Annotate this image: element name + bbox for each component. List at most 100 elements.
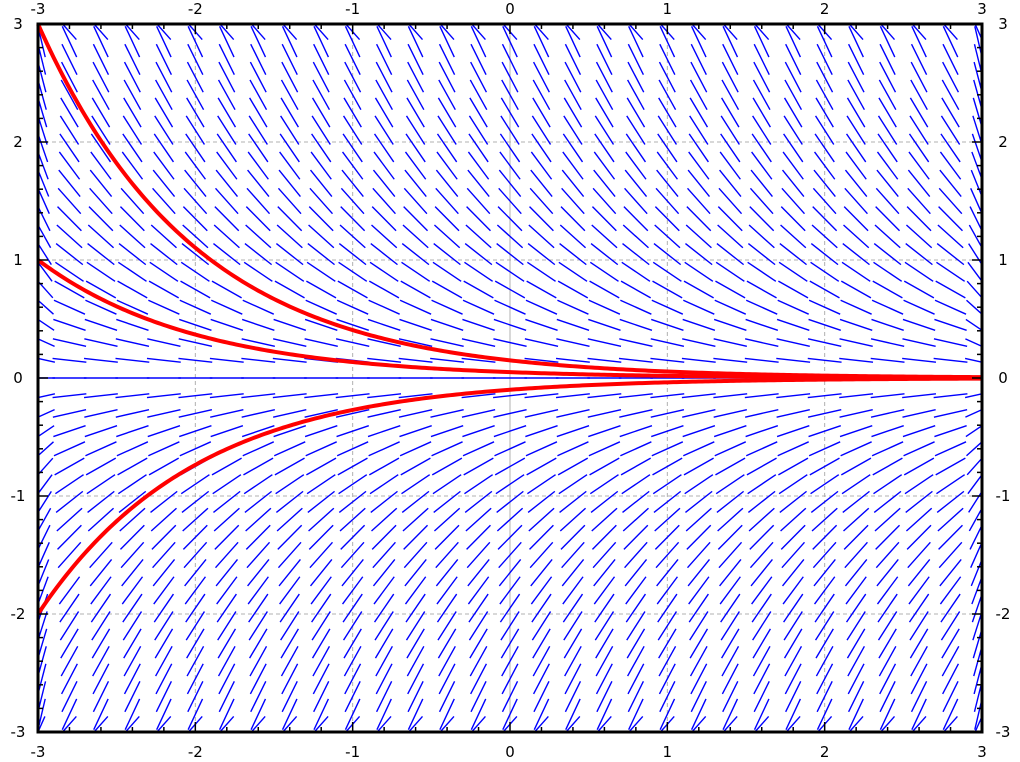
slope-segment [313,26,330,58]
slope-segment [433,224,461,249]
slope-segment [657,611,678,641]
slope-segment [718,541,743,569]
slope-segment [654,524,680,550]
slope-segment [116,425,149,438]
slope-segment [62,716,77,733]
slope-segment [89,541,113,569]
slope-segment [816,681,833,713]
slope-segment [942,61,960,93]
slope-segment [592,541,617,569]
slope-segment [462,299,495,315]
slope-segment [722,681,739,713]
slope-segment [124,23,140,40]
slope-segment [217,645,236,677]
slope-segment [343,628,362,659]
slope-segment [784,61,802,93]
slope-segment [751,133,772,163]
x-tick-label-top: 1 [663,0,673,18]
slope-segment [813,559,836,587]
slope-segment [281,26,298,58]
slope-segment [496,490,524,513]
slope-segment [815,97,834,128]
slope-segment [905,490,933,513]
slope-segment [683,299,715,315]
slope-segment [148,441,180,457]
slope-segment [155,43,173,75]
slope-segment [401,243,430,266]
slope-segment [55,490,84,513]
slope-segment [279,593,300,623]
slope-segment [178,357,213,363]
slope-segment [312,61,330,93]
slope-segment [309,187,334,215]
slope-segment [337,280,368,299]
slope-segment [967,261,983,282]
slope-segment [752,645,771,677]
slope-segment [816,698,833,730]
slope-segment [564,645,582,677]
slope-segment [620,280,652,299]
slope-segment [55,243,84,266]
slope-segment [91,628,111,659]
slope-segment [373,151,395,180]
slope-segment [274,457,305,476]
slope-segment [942,663,960,695]
slope-segment [751,151,773,180]
slope-segment [37,338,55,347]
slope-segment [531,593,552,623]
slope-segment [335,338,370,348]
slope-segment [54,457,85,476]
slope-segment [250,26,267,58]
slope-segment [596,698,613,730]
slope-segment [879,26,896,58]
slope-segment [814,133,835,163]
slope-segment [688,151,710,180]
slope-segment [461,338,496,348]
slope-segment [815,645,834,677]
slope-segment [438,79,456,111]
slope-segment [936,490,965,513]
slope-segment [591,524,617,550]
slope-segment [304,393,339,399]
slope-segment [373,576,395,605]
slope-segment [533,43,550,75]
slope-segment [147,338,181,348]
slope-segment [779,490,807,513]
slope-segment [307,490,335,513]
slope-segment [368,441,400,457]
slope-segment [146,357,181,363]
slope-segment [402,224,429,249]
slope-segment [277,524,303,550]
slope-segment [404,576,427,605]
slope-segment [785,43,802,75]
slope-segment [91,115,111,145]
slope-segment [375,79,394,111]
slope-segment [781,187,806,215]
slope-segment [561,187,585,215]
slope-segment [340,541,365,569]
slope-segment [870,338,905,348]
slope-segment [372,559,396,587]
slope-segment [375,681,393,713]
slope-segment [906,206,932,232]
slope-segment [846,97,866,128]
slope-segment [685,224,712,249]
slope-segment [214,206,240,232]
slope-segment [686,206,712,232]
slope-segment [37,299,54,315]
slope-segment [651,299,684,315]
slope-segment [784,645,803,677]
slope-segment [248,115,268,145]
slope-segment [340,524,366,550]
slope-segment [781,559,805,587]
slope-segment [875,524,901,550]
slope-segment [715,280,746,299]
slope-segment [279,576,301,605]
slope-segment [878,97,897,128]
slope-segment [463,280,494,299]
slope-segment [93,26,109,58]
slope-segment [122,115,143,145]
slope-segment [562,593,584,623]
slope-segment [122,593,143,623]
slope-segment [282,23,298,40]
